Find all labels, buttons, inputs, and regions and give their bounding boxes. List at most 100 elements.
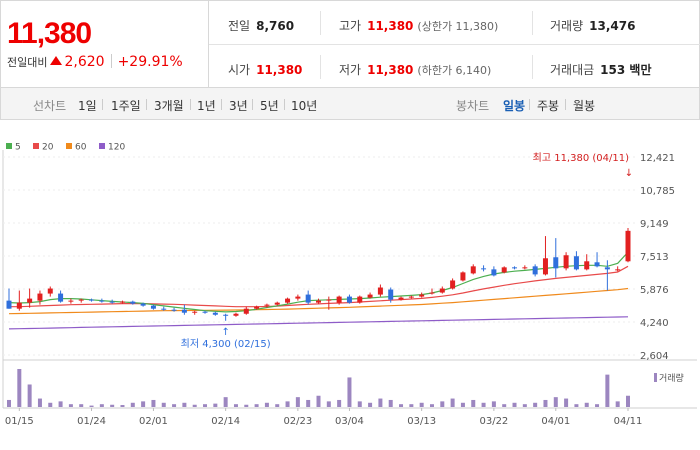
volume-bar	[27, 384, 32, 407]
price-chart: 5 20 60 120 12,421 10,785 9,149 7,513 5,876 4,24…	[2, 143, 697, 427]
candle-body	[367, 294, 373, 298]
candle-body	[78, 299, 84, 301]
volume-bar	[491, 401, 496, 407]
divider	[320, 55, 321, 79]
x-tick-label: 01/24	[77, 416, 106, 427]
candle	[419, 292, 425, 298]
candle	[47, 286, 53, 297]
candle	[161, 306, 167, 311]
legend-swatch	[99, 143, 105, 149]
candle-body	[584, 261, 590, 270]
candle-body	[573, 256, 579, 270]
y-tick-label: 9,149	[640, 219, 669, 230]
volume-bar	[110, 404, 115, 407]
tab-10y[interactable]: 10년	[291, 99, 318, 113]
volume-bar	[450, 398, 455, 407]
volume-bar	[440, 401, 445, 407]
tab-daily[interactable]: 일봉	[503, 99, 526, 113]
volume-bar	[419, 402, 424, 407]
candle-body	[625, 230, 631, 262]
candle	[573, 251, 579, 271]
candle	[615, 266, 621, 272]
candle-body	[491, 269, 497, 276]
open-label: 시가	[228, 63, 251, 77]
tab-5y[interactable]: 5년	[260, 99, 279, 113]
ma20-line	[9, 265, 629, 308]
y-tick-label: 10,785	[640, 186, 675, 197]
candle	[429, 288, 435, 295]
prev-close-label: 전일	[228, 19, 251, 33]
candle	[491, 266, 497, 277]
y-tick-label: 12,421	[640, 153, 675, 164]
volume-bar	[182, 402, 187, 407]
low-annotation: 최저 4,300 (02/15)	[181, 338, 271, 350]
chart-tabbar: 선차트 1일 1주일 3개월 1년 3년 5년 10년 봉차트 일봉 주봉 월봉	[0, 88, 700, 120]
volume-legend-swatch	[654, 373, 657, 382]
change-percent: +29.91%	[117, 54, 183, 70]
divider	[110, 54, 112, 68]
candle-body	[450, 280, 456, 289]
divider	[209, 44, 700, 45]
x-tick-label: 04/01	[541, 416, 570, 427]
divider	[146, 99, 147, 110]
legend-label: 60	[75, 143, 87, 153]
volume-bar	[264, 402, 269, 407]
tab-monthly[interactable]: 월봉	[573, 99, 596, 113]
x-tick-label: 03/13	[407, 416, 436, 427]
tab-3m[interactable]: 3개월	[154, 99, 184, 113]
candle-body	[532, 266, 538, 275]
candles	[6, 228, 631, 321]
volume-bar	[326, 401, 331, 407]
candle-body	[501, 267, 507, 273]
candle-body	[37, 293, 43, 301]
legend-label: 20	[42, 143, 54, 153]
candle-body	[181, 309, 187, 313]
volume-bar	[130, 402, 135, 407]
candle-body	[377, 287, 383, 295]
candle-body	[264, 304, 270, 306]
tab-1w[interactable]: 1주일	[111, 99, 141, 113]
candle-body	[604, 267, 610, 270]
candle	[295, 294, 301, 301]
volume-bar	[7, 399, 11, 407]
volume-bar	[120, 405, 125, 407]
candle	[460, 271, 466, 282]
volume-bar	[378, 398, 383, 407]
candle-body	[388, 289, 394, 300]
candle-body	[58, 293, 64, 302]
volume-bar	[471, 399, 476, 407]
candle-body	[202, 311, 208, 313]
volume-bar	[37, 398, 42, 407]
candle-body	[171, 309, 177, 311]
volume-bar	[79, 404, 84, 407]
candle	[522, 265, 528, 270]
tab-weekly[interactable]: 주봉	[537, 99, 560, 113]
tab-1y[interactable]: 1년	[197, 99, 216, 113]
candle-body	[274, 302, 280, 305]
x-tick-label: 04/11	[614, 416, 643, 427]
volume-bar	[481, 402, 486, 407]
divider	[532, 55, 533, 79]
x-tick-label: 01/15	[5, 416, 34, 427]
change-label: 전일대비	[7, 56, 48, 69]
candle	[481, 265, 487, 272]
up-arrow-icon: ↑	[221, 327, 229, 338]
moving-average-lines	[8, 251, 629, 330]
candle-body	[522, 267, 528, 269]
low-label: 저가	[339, 63, 362, 77]
volume-bar	[615, 401, 620, 407]
tab-1d[interactable]: 1일	[78, 99, 97, 113]
volume-legend-label: 거래량	[659, 372, 684, 384]
candle	[316, 298, 321, 304]
volume-bar	[203, 404, 208, 407]
volume-bar	[409, 404, 414, 407]
candle-body	[553, 257, 559, 269]
candle	[68, 298, 74, 304]
tab-3y[interactable]: 3년	[229, 99, 248, 113]
stat-low: 저가 11,380 (하한가 6,140)	[339, 61, 491, 78]
candle-body	[305, 294, 311, 303]
y-axis: 12,421 10,785 9,149 7,513 5,876 4,240 2,604	[640, 153, 675, 362]
divider	[529, 99, 530, 110]
candle-body	[481, 268, 487, 270]
